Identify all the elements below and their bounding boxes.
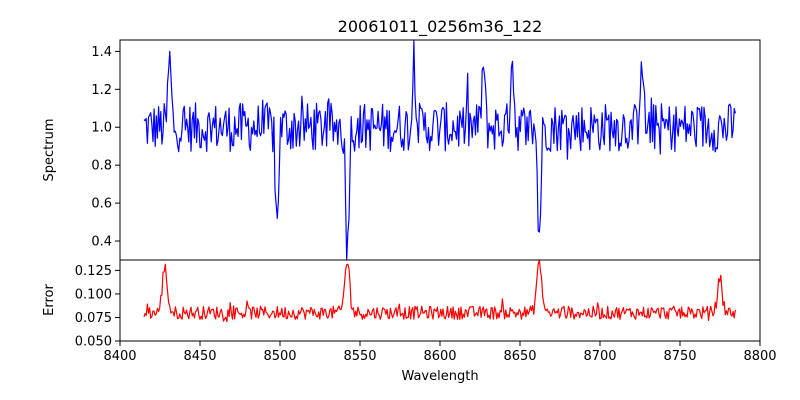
chart-title: 20061011_0256m36_122 (338, 17, 543, 37)
x-tick-label: 8600 (423, 349, 456, 364)
x-tick-label: 8450 (183, 349, 216, 364)
error-y-tick-label: 0.050 (75, 335, 112, 350)
spectrum-y-tick-label: 1.0 (91, 121, 112, 136)
spectrum-y-tick-label: 0.8 (91, 159, 112, 174)
error-panel: 0.050 0.075 0.100 0.125 8400 8450 8500 8550 860… (42, 259, 777, 384)
spectrum-y-axis-label: Spectrum (42, 119, 57, 182)
x-axis-label: Wavelength (401, 369, 478, 384)
spectrum-y-tick-label: 1.2 (91, 83, 112, 98)
x-tick-label: 8800 (743, 349, 776, 364)
error-y-tick-label: 0.075 (75, 311, 112, 326)
x-tick-label: 8500 (263, 349, 296, 364)
x-tick-label: 8650 (503, 349, 536, 364)
spectrum-series-line (143, 40, 736, 261)
spectrum-y-ticks: 0.4 0.6 0.8 1.0 1.2 1.4 (91, 45, 120, 250)
error-y-tick-label: 0.100 (75, 287, 112, 302)
spectrum-y-tick-label: 0.4 (91, 235, 112, 250)
error-y-axis-label: Error (42, 284, 57, 316)
spectrum-y-tick-label: 1.4 (91, 45, 112, 60)
error-y-tick-label: 0.125 (75, 264, 112, 279)
spectrum-panel: 20061011_0256m36_122 0.40.60.81.01.21.4 … (42, 17, 761, 261)
x-tick-label: 8400 (103, 349, 136, 364)
x-ticks: 8400 8450 8500 8550 8600 8650 8700 8750 8800 (103, 341, 777, 364)
x-tick-label: 8750 (663, 349, 696, 364)
error-series-line (143, 259, 736, 323)
x-tick-label: 8550 (343, 349, 376, 364)
error-y-ticks: 0.050 0.075 0.100 0.125 (75, 264, 120, 350)
x-tick-label: 8700 (583, 349, 616, 364)
spectrum-y-tick-label: 0.6 (91, 197, 112, 212)
